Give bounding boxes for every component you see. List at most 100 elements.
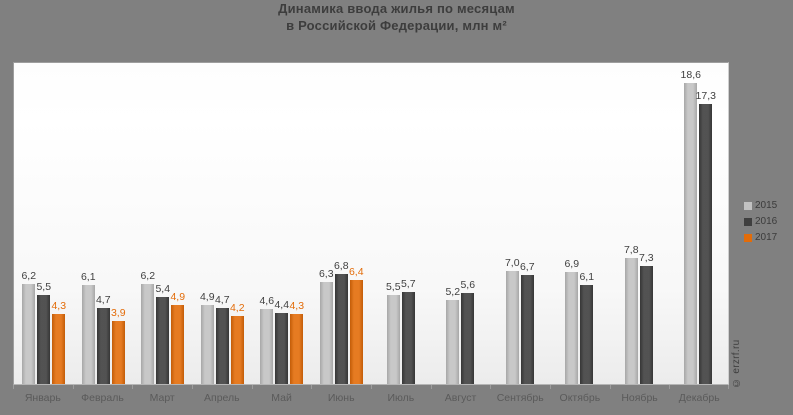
- bar-group: 5,2 5,6: [431, 63, 491, 384]
- bar-column: 6,3: [318, 268, 334, 384]
- month-label: Апрель: [192, 385, 252, 407]
- bar-value-label: 4,6: [259, 295, 275, 307]
- bar: [401, 292, 415, 384]
- bar-group: 18,6 17,3: [669, 63, 729, 384]
- bar-group: 6,2 5,4 4,9: [133, 63, 193, 384]
- bar-value-label: 17,3: [695, 90, 716, 102]
- month-label: Сентябрь: [490, 385, 550, 407]
- bar-column: 4,6: [259, 295, 275, 384]
- bar-value-label: 5,5: [385, 281, 401, 293]
- bar-value-label: 5,4: [155, 283, 171, 295]
- bar-column: 7,8: [623, 244, 639, 384]
- bar: [446, 300, 460, 384]
- bar-group: 4,9 4,7 4,2: [193, 63, 253, 384]
- bar: [52, 314, 66, 384]
- bar-column: 6,2: [21, 270, 37, 384]
- bar-group: 6,2 5,5 4,3: [14, 63, 74, 384]
- bar-column: 6,2: [140, 270, 156, 384]
- bar-value-label: 4,7: [214, 294, 230, 306]
- bar: [520, 275, 534, 384]
- bar: [81, 285, 95, 384]
- legend-label: 2015: [755, 200, 778, 211]
- bar-value-label: 5,6: [460, 279, 476, 291]
- month-label: Декабрь: [669, 385, 729, 407]
- bar: [156, 297, 170, 384]
- bar-column: 5,4: [155, 283, 171, 384]
- bar-value-label: 4,9: [199, 291, 215, 303]
- bar-value-label: 18,6: [680, 69, 701, 81]
- month-axis: Январь Февраль Март Апрель Май Июнь Июль Август…: [13, 385, 729, 407]
- bar-column: 6,4: [348, 266, 364, 384]
- month-label: Март: [132, 385, 192, 407]
- bar-column: 17,3: [696, 90, 716, 384]
- legend-item: 2015: [744, 200, 777, 211]
- bar-value-label: 4,4: [274, 299, 290, 311]
- bar: [260, 309, 274, 384]
- chart-title: Динамика ввода жилья по месяцам в Россий…: [0, 0, 793, 34]
- bar-value-label: 6,9: [564, 258, 580, 270]
- bar: [699, 104, 713, 384]
- bar-value-label: 6,3: [318, 268, 334, 280]
- bar-group: 6,1 4,7 3,9: [74, 63, 134, 384]
- month-label: Июнь: [311, 385, 371, 407]
- bar: [684, 83, 698, 384]
- bar-column: 4,9: [170, 291, 186, 384]
- bar: [565, 272, 579, 384]
- bar: [639, 266, 653, 384]
- bar-value-label: 4,9: [170, 291, 186, 303]
- bar-value-label: 4,3: [51, 300, 67, 312]
- bar-column: 4,7: [214, 294, 230, 384]
- bar-column: 4,2: [230, 302, 245, 384]
- bar-value-label: 5,7: [400, 278, 416, 290]
- bar-value-label: 3,9: [110, 307, 126, 319]
- legend-label: 2017: [755, 232, 778, 243]
- bar: [349, 280, 363, 384]
- bar-column: 6,8: [333, 260, 349, 384]
- legend-item: 2017: [744, 232, 777, 243]
- bars-container: 6,2 5,5 4,3 6,1 4,7 3,9 6,2 5,4 4,9 4,9 4,7 4,2 4,6 4…: [14, 63, 728, 384]
- bar-value-label: 6,4: [348, 266, 364, 278]
- bar-column: 7,3: [638, 252, 654, 384]
- legend-swatch: [744, 233, 752, 242]
- bar-column: 6,7: [519, 261, 535, 384]
- watermark: © erzrf.ru: [731, 339, 742, 388]
- bar-value-label: 6,8: [333, 260, 349, 272]
- month-label: Октябрь: [550, 385, 610, 407]
- bar: [37, 295, 51, 384]
- bar-group: 7,8 7,3: [609, 63, 669, 384]
- bar-column: 5,5: [36, 281, 51, 384]
- bar-column: 5,7: [400, 278, 416, 384]
- plot-area: 6,2 5,5 4,3 6,1 4,7 3,9 6,2 5,4 4,9 4,9 4,7 4,2 4,6 4…: [13, 62, 729, 385]
- bar-group: 5,5 5,7: [371, 63, 431, 384]
- month-label: Август: [430, 385, 491, 407]
- bar-value-label: 6,1: [80, 271, 96, 283]
- legend-swatch: [744, 201, 752, 210]
- bar-value-label: 5,2: [445, 286, 461, 298]
- month-label: Июль: [371, 385, 431, 407]
- bar-column: 6,9: [564, 258, 580, 384]
- bar-column: 4,9: [199, 291, 215, 384]
- bar-value-label: 6,2: [21, 270, 37, 282]
- bar: [386, 295, 400, 384]
- bar-column: 4,7: [96, 294, 111, 384]
- legend-label: 2016: [755, 216, 778, 227]
- bar-value-label: 6,7: [519, 261, 535, 273]
- bar-column: 4,3: [289, 300, 304, 384]
- bar: [215, 308, 229, 384]
- month-label: Февраль: [72, 385, 133, 407]
- bar-value-label: 7,8: [623, 244, 639, 256]
- bar: [334, 274, 348, 384]
- bar: [141, 284, 155, 384]
- bar-column: 4,3: [51, 300, 67, 384]
- bar: [505, 271, 519, 384]
- chart-title-line1: Динамика ввода жилья по месяцам: [278, 1, 515, 16]
- bar-value-label: 7,3: [638, 252, 654, 264]
- bar: [22, 284, 36, 384]
- bar-column: 5,6: [460, 279, 476, 384]
- bar: [580, 285, 594, 384]
- bar: [275, 313, 289, 384]
- month-label: Январь: [13, 385, 73, 407]
- bar-value-label: 6,2: [140, 270, 156, 282]
- bar-group: 6,3 6,8 6,4: [312, 63, 372, 384]
